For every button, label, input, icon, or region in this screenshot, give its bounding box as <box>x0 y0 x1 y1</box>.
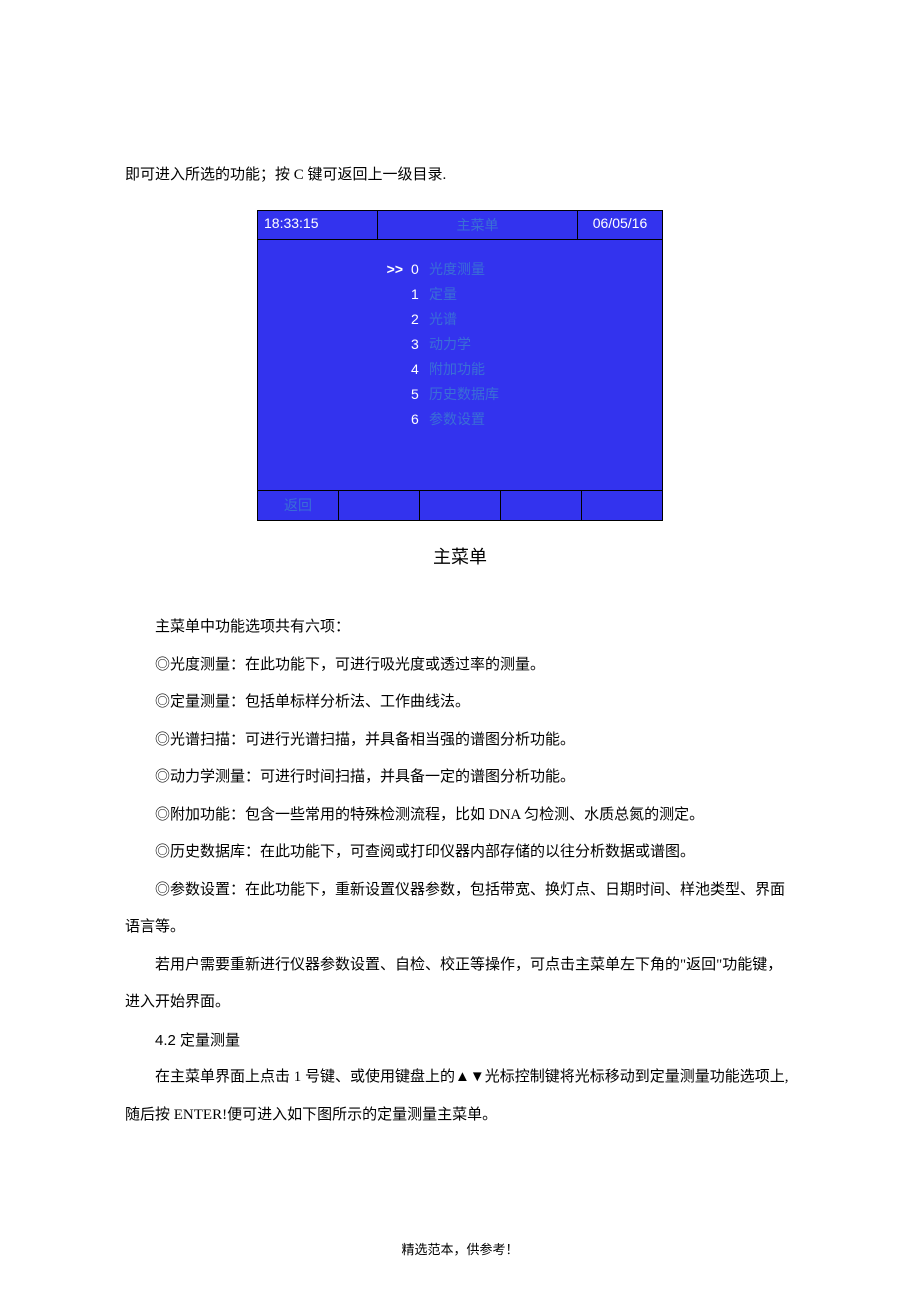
paragraph: ◎光度测量：在此功能下，可进行吸光度或透过率的测量。 <box>125 647 795 685</box>
screen-title: 主菜单 <box>378 211 577 239</box>
menu-num: 2 <box>411 311 429 327</box>
menu-item-2: 2 光谱 <box>383 306 662 331</box>
footer-cell <box>420 491 501 520</box>
page-footer-note: 精选范本，供参考！ <box>0 1239 920 1258</box>
menu-item-1: 1 定量 <box>383 281 662 306</box>
paragraph: 主菜单中功能选项共有六项： <box>125 609 795 647</box>
menu-num: 0 <box>411 261 429 277</box>
paragraph: ◎参数设置：在此功能下，重新设置仪器参数，包括带宽、换灯点、日期时间、样池类型、… <box>125 872 795 947</box>
paragraph: ◎动力学测量：可进行时间扫描，并具备一定的谱图分析功能。 <box>125 759 795 797</box>
paragraph: 若用户需要重新进行仪器参数设置、自检、校正等操作，可点击主菜单左下角的"返回"功… <box>125 947 795 1022</box>
menu-item-0: >> 0 光度测量 <box>383 256 662 281</box>
footer-back-button: 返回 <box>258 491 339 520</box>
paragraph: ◎光谱扫描：可进行光谱扫描，并具备相当强的谱图分析功能。 <box>125 722 795 760</box>
paragraph: ◎定量测量：包括单标样分析法、工作曲线法。 <box>125 684 795 722</box>
paragraph: ◎历史数据库：在此功能下，可查阅或打印仪器内部存储的以往分析数据或谱图。 <box>125 834 795 872</box>
menu-num: 5 <box>411 386 429 402</box>
paragraph: 在主菜单界面上点击 1 号键、或使用键盘上的▲▼光标控制键将光标移动到定量测量功… <box>125 1059 795 1134</box>
menu-label: 附加功能 <box>429 359 485 379</box>
menu-label: 历史数据库 <box>429 384 499 404</box>
screen-footer: 返回 <box>258 490 662 520</box>
menu-list: >> 0 光度测量 1 定量 2 光谱 <box>258 256 662 431</box>
screen-header: 18:33:15 主菜单 06/05/16 <box>258 211 662 240</box>
description-block: 主菜单中功能选项共有六项： ◎光度测量：在此功能下，可进行吸光度或透过率的测量。… <box>125 609 795 1134</box>
intro-text: 即可进入所选的功能；按 C 键可返回上一级目录. <box>125 160 795 190</box>
screen-time: 18:33:15 <box>258 211 378 239</box>
menu-num: 6 <box>411 411 429 427</box>
menu-num: 4 <box>411 361 429 377</box>
menu-label: 定量 <box>429 284 457 304</box>
figure-caption: 主菜单 <box>125 543 795 569</box>
footer-cell <box>339 491 420 520</box>
menu-label: 光谱 <box>429 309 457 329</box>
menu-item-5: 5 历史数据库 <box>383 381 662 406</box>
footer-cell <box>501 491 582 520</box>
menu-item-6: 6 参数设置 <box>383 406 662 431</box>
menu-item-3: 3 动力学 <box>383 331 662 356</box>
footer-cell <box>582 491 662 520</box>
menu-pointer-icon: >> <box>383 261 411 277</box>
menu-label: 参数设置 <box>429 409 485 429</box>
menu-label: 光度测量 <box>429 259 485 279</box>
screen-date: 06/05/16 <box>577 211 662 239</box>
section-heading: 4.2 定量测量 <box>125 1022 795 1060</box>
screen-body: >> 0 光度测量 1 定量 2 光谱 <box>258 240 662 490</box>
menu-num: 3 <box>411 336 429 352</box>
instrument-screenshot: 18:33:15 主菜单 06/05/16 >> 0 光度测量 1 定量 <box>257 210 663 521</box>
menu-label: 动力学 <box>429 334 471 354</box>
menu-num: 1 <box>411 286 429 302</box>
menu-item-4: 4 附加功能 <box>383 356 662 381</box>
paragraph: ◎附加功能：包含一些常用的特殊检测流程，比如 DNA 匀检测、水质总氮的测定。 <box>125 797 795 835</box>
